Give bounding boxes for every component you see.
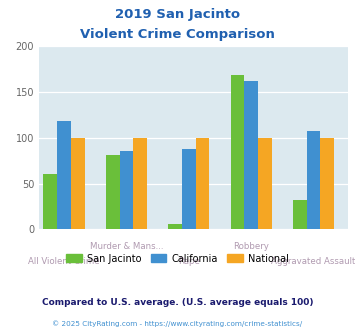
Text: Robbery: Robbery — [233, 242, 269, 251]
Text: © 2025 CityRating.com - https://www.cityrating.com/crime-statistics/: © 2025 CityRating.com - https://www.city… — [53, 321, 302, 327]
Bar — [120, 150, 133, 229]
Text: Violent Crime Comparison: Violent Crime Comparison — [80, 28, 275, 41]
Bar — [168, 224, 182, 229]
Bar — [106, 155, 120, 229]
Bar — [258, 138, 272, 229]
Bar — [71, 138, 84, 229]
Bar — [231, 75, 244, 229]
Legend: San Jacinto, California, National: San Jacinto, California, National — [62, 249, 293, 267]
Text: Aggravated Assault: Aggravated Assault — [271, 257, 355, 266]
Bar — [57, 121, 71, 229]
Text: Compared to U.S. average. (U.S. average equals 100): Compared to U.S. average. (U.S. average … — [42, 298, 313, 307]
Text: Rape: Rape — [178, 257, 200, 266]
Bar — [307, 131, 321, 229]
Text: Murder & Mans...: Murder & Mans... — [90, 242, 163, 251]
Bar — [293, 200, 307, 229]
Bar — [321, 138, 334, 229]
Bar — [196, 138, 209, 229]
Bar — [43, 174, 57, 229]
Text: All Violent Crime: All Violent Crime — [28, 257, 100, 266]
Bar — [133, 138, 147, 229]
Bar — [244, 81, 258, 229]
Text: 2019 San Jacinto: 2019 San Jacinto — [115, 8, 240, 21]
Bar — [182, 149, 196, 229]
